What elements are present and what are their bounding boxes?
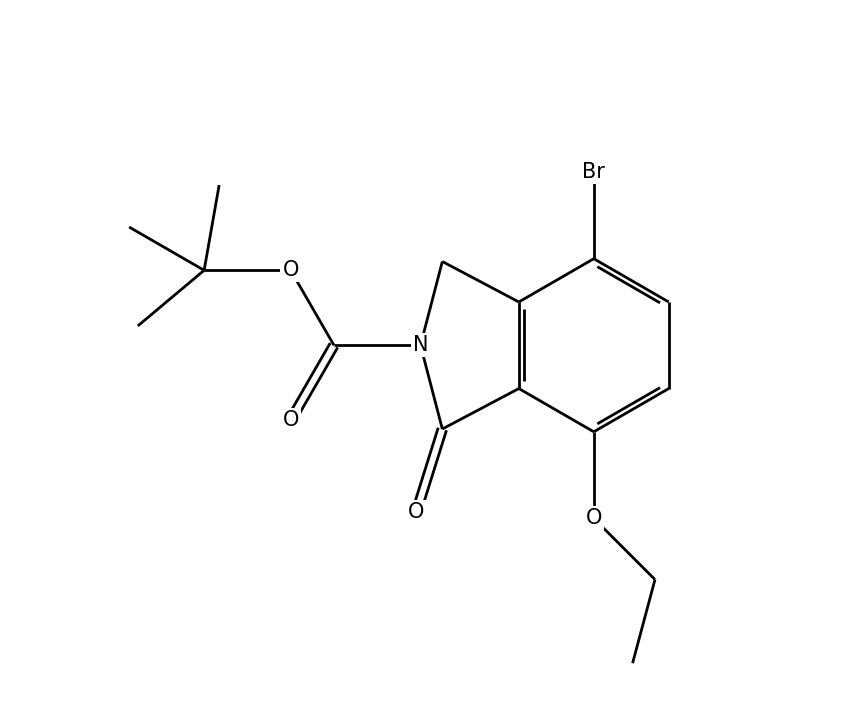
Text: N: N — [413, 335, 428, 355]
Text: O: O — [408, 502, 425, 521]
Text: O: O — [283, 261, 299, 280]
Text: O: O — [586, 508, 602, 529]
Text: Br: Br — [582, 162, 605, 182]
Text: O: O — [283, 410, 299, 430]
